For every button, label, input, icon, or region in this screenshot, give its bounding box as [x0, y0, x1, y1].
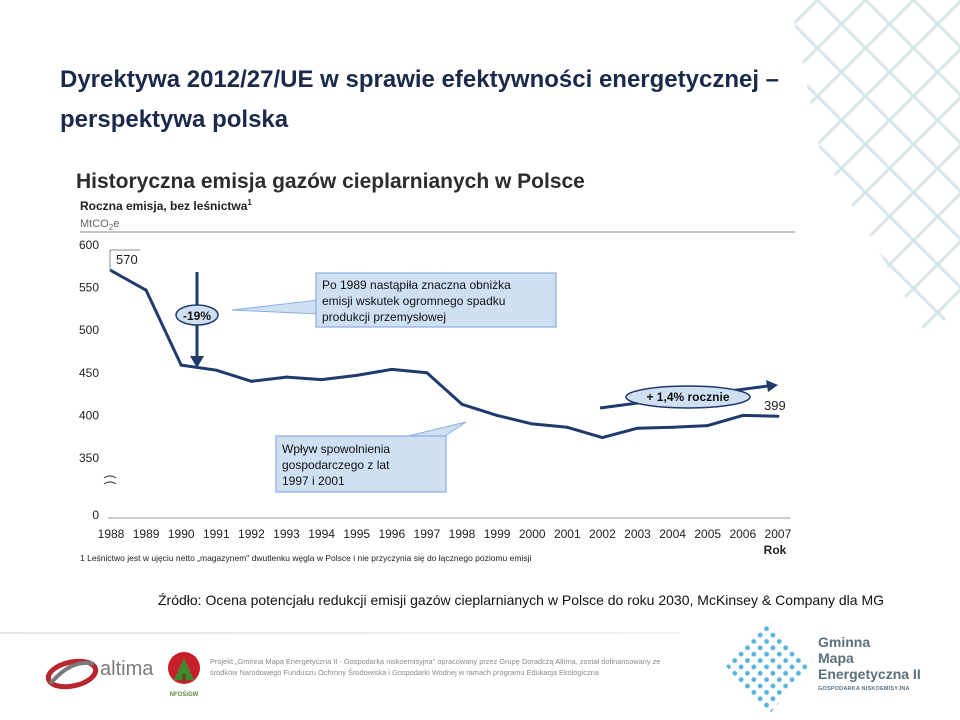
source-note: Źródło: Ocena potencjału redukcji emisji…: [158, 592, 885, 608]
growth-badge: [625, 385, 751, 409]
x-tick-labels: 1988 1989 1990 1991 1992 1993 1994 1995 1996 1997…: [98, 527, 792, 541]
y-tick-label: 350: [79, 451, 99, 465]
decline-callout-box: [315, 272, 557, 328]
slowdown-callout-box: [275, 435, 447, 493]
series-point: [776, 414, 780, 418]
slowdown-note-line-1: Wpływ spowolnienia: [282, 442, 390, 456]
decline-note-line-1: Po 1989 nastąpiła znaczna obniżka: [322, 278, 511, 292]
decline-badge: [175, 304, 219, 326]
footer-divider: [0, 632, 680, 634]
slide-title: Dyrektywa 2012/27/UE w sprawie efektywno…: [60, 66, 780, 133]
x-tick-label: 1995: [343, 527, 370, 541]
x-tick-label: 2004: [659, 527, 686, 541]
y-tick-label: 550: [79, 281, 99, 295]
decline-note-line-2: emisji wskutek ogromnego spadku: [322, 294, 505, 308]
x-tick-label: 1994: [308, 527, 335, 541]
altima-logo: altima: [44, 648, 174, 698]
x-tick-label: 1999: [484, 527, 511, 541]
decline-arrowhead: [190, 356, 204, 368]
series-point: [249, 379, 253, 383]
x-tick-label: 2001: [554, 527, 581, 541]
end-value-label: 399: [764, 398, 786, 413]
x-tick-label: 2000: [519, 527, 546, 541]
slowdown-note-line-2: gospodarczego z lat: [282, 458, 390, 472]
decline-annotation: -19% Po 1989 nastąpiła znaczna obniżka e…: [175, 272, 557, 368]
x-tick-label: 1990: [168, 527, 195, 541]
chart-title-superscript: 1: [247, 198, 252, 207]
chart-footnote: 1 Leśnictwo jest w ujęciu netto „magazyn…: [80, 553, 531, 563]
x-tick-label: 1991: [203, 527, 230, 541]
growth-arrowhead: [766, 380, 778, 392]
x-tick-label: 2006: [729, 527, 756, 541]
start-value-callout: 570: [109, 249, 140, 272]
x-axis-label: Rok: [764, 543, 787, 557]
axis-break-mark-1: [103, 475, 117, 479]
series-point: [741, 413, 745, 417]
gmg-logo: Gminna Mapa Energetyczna II GOSPODARKA N…: [722, 616, 952, 720]
series-point: [144, 288, 148, 292]
decline-callout-pointer: [231, 299, 319, 315]
decline-note-line-3: produkcji przemysłowej: [322, 310, 446, 324]
slowdown-callout-pointer: [407, 421, 467, 437]
axis-break: [103, 475, 117, 485]
nfosigw-logo-text: NFOŚiGW: [169, 692, 199, 698]
x-tick-label: 1989: [133, 527, 160, 541]
x-tick-label: 2007: [765, 527, 792, 541]
series-point: [671, 425, 675, 429]
project-funding-note: Projekt „Gminna Mapa Energetyczna II - G…: [210, 657, 661, 677]
gmg-logo-tagline: GOSPODARKA NISKOEMISYJNA: [818, 686, 910, 692]
y-tick-label: 600: [79, 238, 99, 252]
emissions-series-line: [110, 269, 778, 440]
growth-label: + 1,4% rocznie: [646, 390, 729, 404]
series-point: [706, 424, 710, 428]
x-tick-label: 1998: [449, 527, 476, 541]
y-tick-labels: 600 550 500 450 400 350 0: [79, 238, 99, 522]
decline-note: Po 1989 nastąpiła znaczna obniżka emisji…: [322, 278, 514, 324]
slide-subtitle: Historyczna emisja gazów cieplarnianych …: [76, 170, 585, 193]
emissions-chart: Roczna emisja, bez leśnictwa1 MtCO2e 600…: [79, 198, 795, 563]
series-point: [214, 368, 218, 372]
gmg-logo-name: Gminna Mapa Energetyczna II: [818, 634, 921, 682]
slowdown-annotation: Wpływ spowolnienia gospodarczego z lat 1…: [275, 421, 467, 493]
series-point: [495, 413, 499, 417]
series-point: [355, 373, 359, 377]
x-tick-label: 1993: [273, 527, 300, 541]
lattice-pattern: [790, 0, 960, 340]
x-tick-label: 1997: [414, 527, 441, 541]
series-point: [530, 422, 534, 426]
start-value-label: 570: [116, 252, 138, 267]
x-tick-label: 1988: [98, 527, 125, 541]
series-point: [320, 378, 324, 382]
x-tick-label: 1996: [378, 527, 405, 541]
altima-logo-text: altima: [100, 658, 154, 680]
series-point: [600, 436, 604, 440]
chart-unit-label: MtCO2e: [80, 218, 119, 232]
series-point: [179, 363, 183, 367]
y-tick-label: 400: [79, 408, 99, 422]
y-tick-label: 450: [79, 366, 99, 380]
slowdown-note: Wpływ spowolnienia gospodarczego z lat 1…: [282, 442, 393, 488]
slowdown-note-line-3: 1997 i 2001: [282, 474, 345, 488]
growth-annotation: + 1,4% rocznie: [599, 380, 778, 410]
chart-title: Roczna emisja, bez leśnictwa1: [80, 198, 252, 213]
decline-label: -19%: [183, 309, 211, 323]
gmg-lattice-icon: [726, 620, 810, 716]
series-point: [636, 426, 639, 430]
series-point: [460, 402, 464, 406]
x-tick-label: 1992: [238, 527, 265, 541]
y-tick-label: 0: [92, 508, 99, 522]
series-point: [390, 367, 394, 371]
nfosigw-emblem-icon: [168, 652, 200, 684]
axis-break-mark-2: [103, 481, 117, 485]
nfosigw-logo: NFOŚiGW: [166, 648, 202, 708]
y-tick-label: 500: [79, 323, 99, 337]
series-point: [425, 371, 429, 375]
x-tick-label: 2003: [624, 527, 651, 541]
series-point: [285, 375, 288, 379]
x-tick-label: 2002: [589, 527, 616, 541]
series-point: [565, 425, 569, 429]
altima-swoosh-icon: [45, 658, 99, 690]
x-tick-label: 2005: [694, 527, 721, 541]
